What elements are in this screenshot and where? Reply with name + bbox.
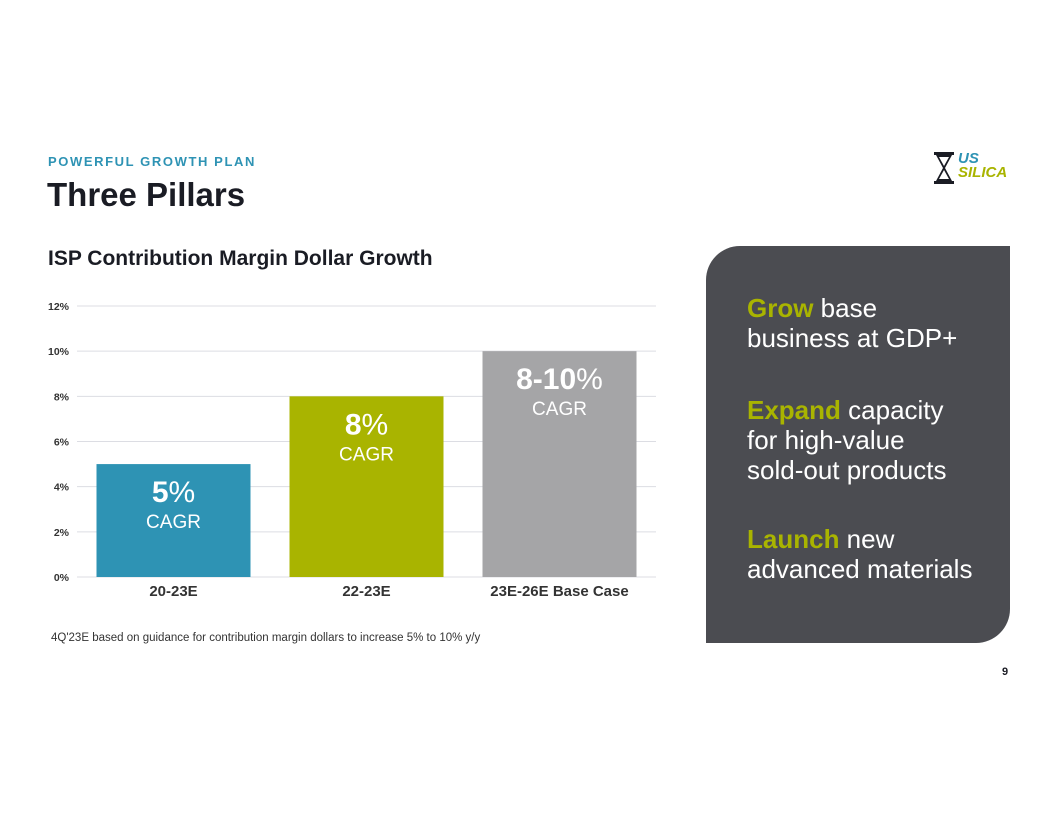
bar-sub-label: CAGR [532, 399, 587, 420]
hourglass-icon [934, 152, 954, 184]
logo-silica-text: SILICA [958, 164, 1008, 181]
footnote: 4Q'23E based on guidance for contributio… [51, 632, 481, 644]
page-number: 9 [1002, 666, 1009, 678]
bar-value-label: 5% [152, 476, 195, 509]
pillar-expand-emphasis: Expand [747, 395, 841, 425]
chart-title: ISP Contribution Margin Dollar Growth [48, 247, 433, 270]
y-tick-label: 2% [54, 527, 70, 539]
x-tick-label: 23E-26E Base Case [490, 583, 628, 600]
logo-us-text: US [958, 150, 979, 167]
pillar-grow: Grow base business at GDP+ [747, 293, 957, 353]
bar-sub-label: CAGR [146, 512, 201, 533]
x-tick-label: 22-23E [342, 583, 390, 600]
bar-value-label: 8% [345, 408, 388, 441]
section-kicker: POWERFUL GROWTH PLAN [48, 154, 256, 169]
pillar-expand-line: for high-value [747, 425, 905, 455]
y-tick-label: 10% [48, 346, 70, 358]
x-tick-label: 20-23E [149, 583, 197, 600]
pillars-panel: Grow base business at GDP+ Expand capaci… [706, 246, 1010, 643]
pillar-expand-line: sold-out products [747, 455, 947, 485]
pillar-launch-line: advanced materials [747, 554, 973, 584]
pillar-expand: Expand capacity for high-value sold-out … [747, 395, 946, 485]
bar-sub-label: CAGR [339, 444, 394, 465]
page-title: Three Pillars [47, 176, 246, 213]
y-tick-label: 0% [54, 572, 70, 584]
y-tick-label: 6% [54, 437, 70, 449]
bar [289, 396, 444, 577]
y-tick-label: 12% [48, 301, 70, 313]
pillar-grow-emphasis: Grow [747, 293, 814, 323]
bar [482, 351, 637, 577]
pillar-launch-text: new [839, 524, 895, 554]
pillar-launch: Launch new advanced materials [747, 524, 972, 584]
pillar-grow-text: base [813, 293, 878, 323]
bar-chart: 0% 2% 4% 6% 8% 10% 12% 20-23E 5% CAGR 22-23E 8% CAGR… [48, 301, 656, 600]
us-silica-logo: US SILICA [934, 150, 1014, 186]
bar [96, 464, 251, 577]
pillar-launch-emphasis: Launch [747, 524, 840, 554]
y-tick-label: 4% [54, 482, 70, 494]
y-tick-label: 8% [54, 391, 70, 403]
pillar-expand-text: capacity [840, 395, 944, 425]
bar-value-label: 8-10% [516, 363, 603, 396]
pillar-grow-line: business at GDP+ [747, 323, 958, 353]
